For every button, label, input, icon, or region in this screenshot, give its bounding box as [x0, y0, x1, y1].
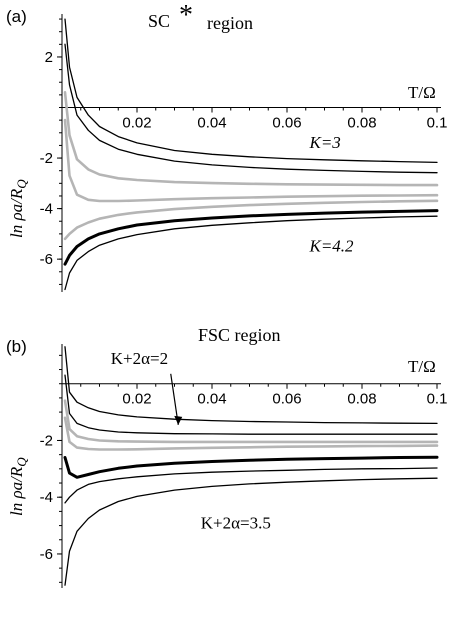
panel-a-label: (a): [6, 7, 27, 26]
series-line-7: [64, 477, 438, 586]
series-line-6: [64, 467, 438, 504]
x-tick-label: 0.08: [347, 391, 376, 408]
series-line-4: [63, 118, 439, 203]
x-tick-label: 0.06: [272, 115, 301, 132]
panel-a-title-main: SC: [148, 11, 170, 31]
panel-b-ylabel: ln ρa/RQ: [7, 457, 29, 516]
panel-b-series: [63, 346, 439, 586]
panel-b-annotations: K+2α=2 K+2α=3.5: [111, 349, 271, 533]
y-tick-label: -4: [40, 201, 53, 218]
y-tick-label: -2: [40, 150, 53, 167]
x-tick-label: 0.1: [427, 115, 448, 132]
y-tick-label: -6: [40, 251, 53, 268]
series-line-4: [63, 416, 439, 451]
panel-a-ylabel: ln ρa/RQ: [7, 179, 29, 238]
x-tick-label: 0.06: [272, 391, 301, 408]
panel-a-annotations: K=3 K=4.2: [309, 133, 355, 256]
panel-a: (a) SC * region T/Ω ln ρa/RQ 0.02 0.04 0.0…: [6, 0, 447, 292]
panel-a-xlabel: T/Ω: [408, 83, 436, 102]
panel-b-axes: [61, 344, 441, 588]
panel-b-xlabel: T/Ω: [408, 357, 436, 376]
panel-b-title: FSC region: [198, 325, 281, 345]
series-line-6: [63, 209, 439, 266]
y-tick-label: -6: [40, 546, 53, 563]
panel-b-ylabel-group: ln ρa/RQ: [7, 457, 29, 516]
x-tick-label: 0.02: [122, 115, 151, 132]
series-line-3: [63, 399, 439, 444]
series-line-3: [63, 91, 439, 187]
annotation-2: K+2α=3.5: [201, 513, 271, 532]
series-line-5: [63, 199, 439, 241]
annotation-1: K=3: [309, 133, 341, 152]
annotation-2: K=4.2: [309, 237, 355, 256]
panel-a-ticks: 0.02 0.04 0.06 0.08 0.1 2 -2 -4 -6: [40, 18, 448, 285]
x-tick-label: 0.08: [347, 115, 376, 132]
series-line-2: [64, 43, 438, 174]
panel-b-label: (b): [6, 337, 27, 356]
panel-a-axes: [61, 14, 441, 292]
series-line-2: [64, 374, 438, 435]
series-line-1: [64, 346, 438, 425]
panel-b-ticks: 0.02 0.04 0.06 0.08 0.1 -2 -4 -6: [40, 354, 448, 583]
panel-a-title-star: *: [179, 0, 193, 31]
x-tick-label: 0.1: [427, 391, 448, 408]
panel-a-series: [63, 18, 439, 291]
panel-a-title-suffix: region: [207, 13, 253, 33]
x-tick-label: 0.04: [197, 115, 226, 132]
y-tick-label: -4: [40, 489, 53, 506]
panel-a-ylabel-group: ln ρa/RQ: [7, 179, 29, 238]
annotation-1: K+2α=2: [111, 349, 168, 368]
x-tick-label: 0.02: [122, 391, 151, 408]
x-tick-label: 0.04: [197, 391, 226, 408]
panel-b: (b) FSC region T/Ω ln ρa/RQ 0.02 0.04 0.06…: [6, 325, 447, 588]
series-line-5: [63, 455, 439, 479]
y-tick-label: -2: [40, 432, 53, 449]
series-line-1: [64, 18, 438, 164]
series-line-7: [64, 215, 438, 291]
annotation-arrow-head: [174, 415, 183, 425]
y-tick-label: 2: [45, 49, 53, 66]
